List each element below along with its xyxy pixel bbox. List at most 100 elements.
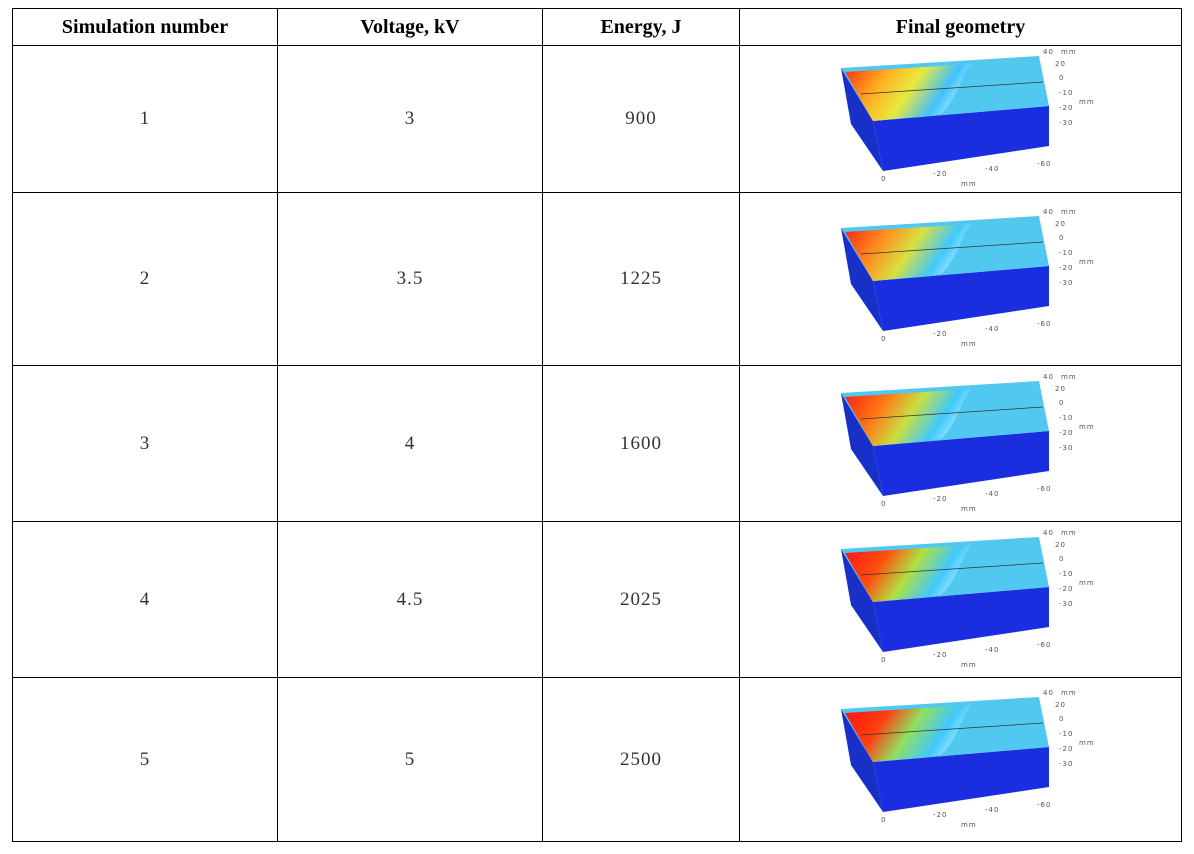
- table-cell: 1600: [542, 365, 740, 522]
- table-cell: 2500: [542, 677, 740, 842]
- axis-label: 0: [1059, 399, 1064, 407]
- axis-label: 0: [1059, 555, 1064, 563]
- axis-label: -40: [985, 806, 999, 814]
- axis-label: 20: [1055, 220, 1066, 228]
- axis-label: 40: [1043, 208, 1054, 216]
- axis-label: mm: [1061, 208, 1077, 216]
- axis-label: -10: [1059, 89, 1073, 97]
- top-edge: [860, 241, 1043, 255]
- axis-label: -20: [1059, 104, 1073, 112]
- table-cell: 1225: [542, 192, 740, 366]
- axis-label: mm: [1079, 258, 1095, 266]
- table-cell: 4: [277, 365, 543, 522]
- axis-label: 40: [1043, 373, 1054, 381]
- axis-label: -30: [1059, 444, 1073, 452]
- axis-label: mm: [1061, 373, 1077, 381]
- axis-label: 20: [1055, 60, 1066, 68]
- crater: [844, 544, 971, 602]
- table-row: 2 3.5 1225 40 20 mm 0 -10 -20 -30 mm 0 -20 -40 -60 mm: [12, 192, 1182, 366]
- axis-label: mm: [961, 821, 977, 827]
- axis-label: -30: [1059, 119, 1073, 127]
- table-cell: 900: [542, 45, 740, 193]
- box-left-face: [840, 392, 883, 496]
- axis-label: -10: [1059, 570, 1073, 578]
- table-cell: 3: [12, 365, 278, 522]
- geometry-cell: 40 20 mm 0 -10 -20 -30 mm 0 -20 -40 -60 mm: [739, 192, 1182, 366]
- axis-label: -60: [1037, 160, 1051, 168]
- axis-label: -20: [933, 170, 947, 178]
- axis-label: -20: [1059, 264, 1073, 272]
- axis-label: -20: [1059, 429, 1073, 437]
- simulation-table: Simulation number Voltage, kV Energy, J Fin…: [12, 8, 1182, 842]
- geometry-cell: 40 20 mm 0 -10 -20 -30 mm 0 -20 -40 -60 mm: [739, 677, 1182, 842]
- crater: [844, 704, 971, 762]
- axis-label: 40: [1043, 529, 1054, 537]
- axis-label: -20: [933, 811, 947, 819]
- axis-label: -60: [1037, 485, 1051, 493]
- axis-label: 0: [881, 175, 886, 183]
- axis-label: -20: [933, 495, 947, 503]
- axis-label: -60: [1037, 320, 1051, 328]
- axis-label: mm: [1061, 48, 1077, 56]
- axis-label: mm: [1079, 579, 1095, 587]
- box-front-face: [872, 266, 1049, 331]
- table-cell: 4: [12, 521, 278, 678]
- axis-label: -20: [933, 651, 947, 659]
- header-cell: Voltage, kV: [277, 8, 543, 46]
- axis-label: 0: [1059, 715, 1064, 723]
- header-cell: Final geometry: [739, 8, 1182, 46]
- axis-label: 20: [1055, 385, 1066, 393]
- table-cell: 5: [277, 677, 543, 842]
- axis-label: -60: [1037, 801, 1051, 809]
- box-front-face: [872, 106, 1049, 171]
- axis-label: 0: [1059, 74, 1064, 82]
- axis-label: -30: [1059, 760, 1073, 768]
- axis-label: mm: [1079, 739, 1095, 747]
- header-row: Simulation number Voltage, kV Energy, J Fin…: [12, 8, 1182, 46]
- axis-label: mm: [961, 505, 977, 511]
- box-front-face: [872, 586, 1049, 652]
- box-left-face: [840, 228, 883, 331]
- table-cell: 3: [277, 45, 543, 193]
- table-body: 1 3 900 40 20 mm 0 -10 -20 -30 mm 0 -20 -40 -60 mm 2 3.5…: [12, 45, 1182, 842]
- axis-label: 20: [1055, 541, 1066, 549]
- geometry-cell: 40 20 mm 0 -10 -20 -30 mm 0 -20 -40 -60 mm: [739, 365, 1182, 522]
- axis-label: mm: [1061, 529, 1077, 537]
- table-row: 1 3 900 40 20 mm 0 -10 -20 -30 mm 0 -20 -40 -60 mm: [12, 45, 1182, 193]
- axis-label: 20: [1055, 701, 1066, 709]
- table-cell: 2025: [542, 521, 740, 678]
- axis-label: -40: [985, 490, 999, 498]
- table-cell: 3.5: [277, 192, 543, 366]
- axis-label: -10: [1059, 730, 1073, 738]
- axis-label: 0: [1059, 234, 1064, 242]
- crater: [844, 388, 971, 446]
- box-front-face: [872, 746, 1049, 812]
- axis-label: -40: [985, 646, 999, 654]
- axis-label: mm: [961, 661, 977, 667]
- crater: [844, 64, 971, 121]
- box-left-face: [840, 708, 883, 812]
- axis-label: mm: [1061, 689, 1077, 697]
- axis-label: mm: [1079, 423, 1095, 431]
- top-edge: [860, 722, 1043, 735]
- axis-label: -10: [1059, 249, 1073, 257]
- box-left-face: [840, 548, 883, 652]
- box-left-face: [840, 68, 883, 171]
- table-row: 3 4 1600 40 20 mm 0 -10 -20 -30 mm 0 -20 -40 -60 mm: [12, 365, 1182, 522]
- axis-label: -20: [933, 330, 947, 338]
- axis-label: 0: [881, 335, 886, 343]
- axis-label: -10: [1059, 414, 1073, 422]
- geometry-cell: 40 20 mm 0 -10 -20 -30 mm 0 -20 -40 -60 mm: [739, 521, 1182, 678]
- axis-label: -40: [985, 165, 999, 173]
- axis-label: 40: [1043, 689, 1054, 697]
- table-row: 4 4.5 2025 40 20 mm 0 -10 -20 -30 mm 0 -20 -40 -60 mm: [12, 521, 1182, 678]
- axis-label: -30: [1059, 279, 1073, 287]
- axis-label: 0: [881, 656, 886, 664]
- table-cell: 5: [12, 677, 278, 842]
- axis-label: mm: [961, 180, 977, 186]
- axis-label: mm: [1079, 98, 1095, 106]
